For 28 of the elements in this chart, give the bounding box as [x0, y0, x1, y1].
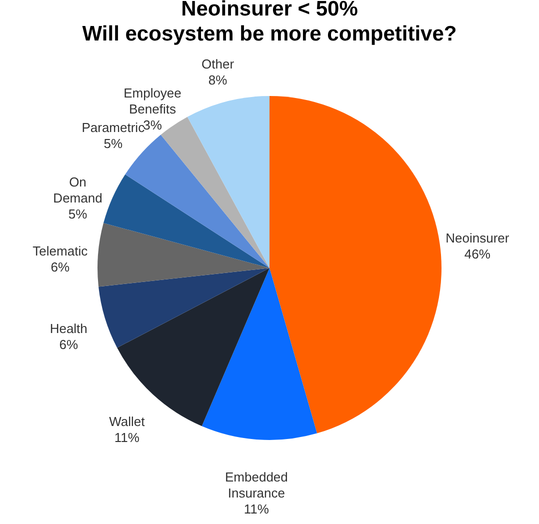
slice-label: Telematic — [32, 244, 88, 259]
data-label: 11% — [114, 430, 140, 446]
slice-label: Employee Benefits — [124, 86, 182, 117]
slice-label: Wallet — [109, 414, 146, 430]
slice-label: Health — [50, 321, 88, 336]
data-label: 46% — [464, 246, 491, 262]
chart-title: Neoinsurer < 50% — [181, 0, 358, 20]
pie-slice — [202, 268, 318, 440]
pie-slice — [98, 268, 270, 348]
slice-label: Embedded Insurance — [225, 470, 288, 501]
data-label: 3% — [143, 118, 162, 133]
slice-label: Other — [202, 56, 235, 72]
data-label: 5% — [104, 136, 123, 151]
pie-slice — [270, 96, 442, 434]
pie-slice — [125, 134, 270, 268]
pie-slice — [160, 116, 270, 268]
data-label: 11% — [244, 502, 270, 517]
data-label: 5% — [68, 206, 88, 222]
data-label: 8% — [208, 72, 228, 88]
pie-slice — [103, 174, 270, 268]
chart-subtitle: Will ecosystem be more competitive? — [82, 22, 457, 46]
data-label: 6% — [59, 337, 78, 352]
data-label: 6% — [50, 260, 70, 275]
slice-label: Parametric — [82, 120, 146, 135]
pie-slice — [187, 96, 270, 268]
pie-slice — [98, 223, 270, 287]
slice-label: Neoinsurer — [446, 230, 510, 246]
slice-label: On Demand — [53, 174, 102, 206]
